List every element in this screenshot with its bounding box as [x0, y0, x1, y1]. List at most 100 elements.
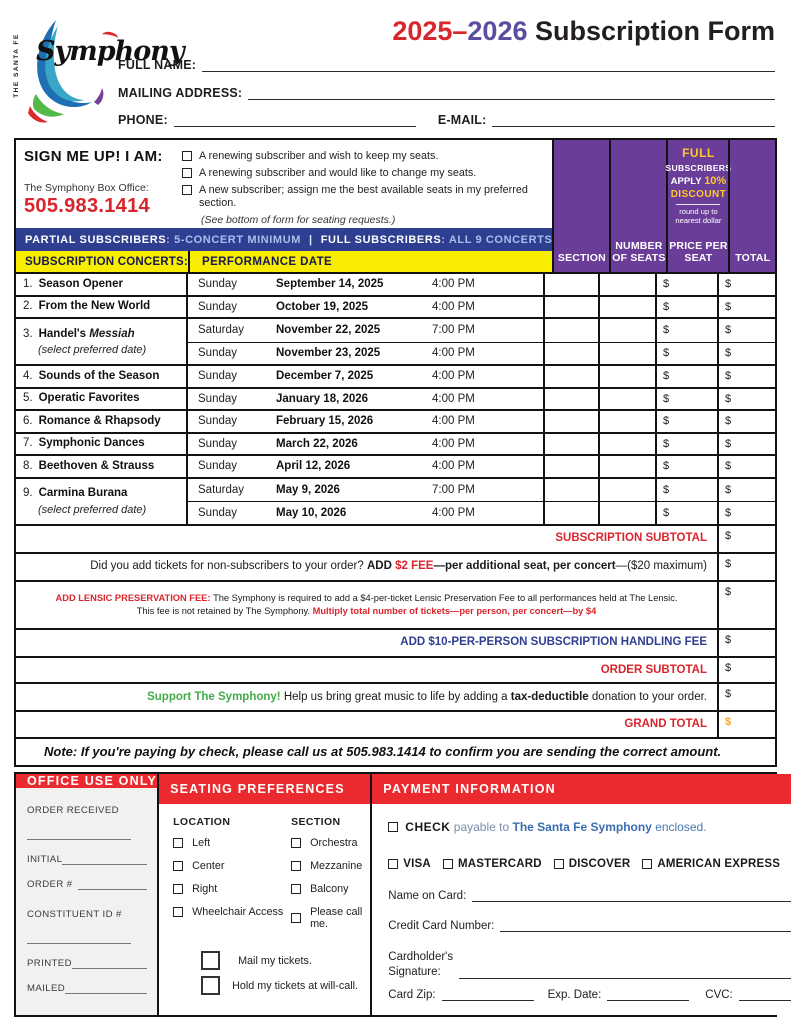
order-subtotal-amount[interactable]: $: [717, 657, 775, 683]
credit-card-number-field: Credit Card Number:: [388, 920, 791, 933]
section-input-cell[interactable]: [543, 456, 598, 477]
checkbox-left[interactable]: [173, 838, 184, 849]
concert-title-cell: 6. Romance & Rhapsody: [16, 411, 188, 432]
checkbox-visa[interactable]: [388, 859, 399, 870]
total-input-cell[interactable]: $: [717, 411, 775, 432]
order-received-input[interactable]: [27, 830, 131, 841]
price-input-cell[interactable]: $: [655, 456, 717, 477]
seats-input-cell[interactable]: [598, 388, 655, 409]
checkbox-please-call-me[interactable]: [291, 913, 302, 924]
price-input-cell[interactable]: $: [655, 388, 717, 409]
card-zip-input[interactable]: [441, 989, 534, 1002]
initial-input[interactable]: [62, 855, 148, 866]
section-input-cell[interactable]: [543, 502, 598, 524]
box-office-label: The Symphony Box Office:: [24, 182, 149, 194]
price-input-cell[interactable]: $: [655, 411, 717, 432]
email-input[interactable]: [492, 113, 775, 127]
nonsubscriber-fee-amount[interactable]: $: [717, 553, 775, 580]
checkbox-orchestra[interactable]: [291, 838, 302, 849]
total-input-cell[interactable]: $: [717, 502, 775, 524]
seats-input-cell[interactable]: [598, 319, 655, 342]
order-number-field: ORDER #: [27, 879, 148, 891]
section-input-cell[interactable]: [543, 388, 598, 409]
section-input-cell[interactable]: [543, 366, 598, 387]
checkbox-right[interactable]: [173, 884, 184, 895]
total-input-cell[interactable]: $: [717, 319, 775, 342]
seats-input-cell[interactable]: [598, 366, 655, 387]
handling-fee-label: ADD $10-PER-PERSON SUBSCRIPTION HANDLING…: [400, 636, 707, 649]
credit-card-number-input[interactable]: [500, 920, 791, 933]
total-input-cell[interactable]: $: [717, 388, 775, 409]
total-input-cell[interactable]: $: [717, 366, 775, 387]
price-input-cell[interactable]: $: [655, 433, 717, 454]
seats-input-cell[interactable]: [598, 478, 655, 501]
price-input-cell[interactable]: $: [655, 296, 717, 317]
seats-input-cell[interactable]: [598, 433, 655, 454]
section-input-cell[interactable]: [543, 342, 598, 364]
subscription-subtotal-amount[interactable]: $: [717, 525, 775, 552]
checkbox-will-call[interactable]: [201, 976, 221, 996]
section-input-cell[interactable]: [543, 478, 598, 501]
price-input-cell[interactable]: $: [655, 342, 717, 364]
price-input-cell[interactable]: $: [655, 478, 717, 501]
total-input-cell[interactable]: $: [717, 478, 775, 501]
checkbox-mail-tickets[interactable]: [201, 951, 221, 971]
section-input-cell[interactable]: [543, 433, 598, 454]
handling-fee-amount[interactable]: $: [717, 629, 775, 656]
total-input-cell[interactable]: $: [717, 456, 775, 477]
section-input-cell[interactable]: [543, 274, 598, 295]
name-on-card-input[interactable]: [472, 890, 791, 903]
price-input-cell[interactable]: $: [655, 274, 717, 295]
checkbox-mastercard[interactable]: [442, 859, 453, 870]
total-input-cell[interactable]: $: [717, 342, 775, 364]
checkbox-new-subscriber[interactable]: [182, 184, 192, 195]
contact-fields: FULL NAME: MAILING ADDRESS: PHONE: E-MAI…: [118, 58, 775, 141]
seats-input-cell[interactable]: [598, 274, 655, 295]
checkbox-renewing-change-seats[interactable]: [182, 167, 192, 178]
checkbox-check-payment[interactable]: [388, 822, 399, 833]
section-input-cell[interactable]: [543, 296, 598, 317]
full-name-input[interactable]: [202, 58, 775, 72]
seats-input-cell[interactable]: [598, 342, 655, 364]
credit-card-number-label: Credit Card Number:: [388, 920, 495, 933]
seats-input-cell[interactable]: [598, 411, 655, 432]
performance-time: 4:00 PM: [432, 415, 475, 428]
section-input-cell[interactable]: [543, 319, 598, 342]
bar-separator: |: [309, 233, 313, 246]
section-input-cell[interactable]: [543, 411, 598, 432]
grand-total-amount[interactable]: $: [717, 712, 775, 738]
price-input-cell[interactable]: $: [655, 319, 717, 342]
mailed-input[interactable]: [65, 984, 148, 995]
checkbox-balcony[interactable]: [291, 884, 302, 895]
performance-time: 4:00 PM: [432, 300, 475, 313]
card-option: MASTERCARD: [442, 858, 542, 870]
performance-date: March 22, 2026: [276, 437, 358, 450]
printed-input[interactable]: [71, 959, 148, 970]
constituent-id-input[interactable]: [27, 934, 131, 945]
seats-input-cell[interactable]: [598, 456, 655, 477]
checkbox-discover[interactable]: [553, 859, 564, 870]
cvc-input[interactable]: [738, 989, 791, 1002]
seats-input-cell[interactable]: [598, 296, 655, 317]
checkbox-amex[interactable]: [642, 859, 653, 870]
price-input-cell[interactable]: $: [655, 502, 717, 524]
subscriber-option-row: A renewing subscriber and wish to keep m…: [182, 150, 546, 163]
total-input-cell[interactable]: $: [717, 433, 775, 454]
subscriber-option-row: A renewing subscriber and would like to …: [182, 167, 546, 180]
order-number-input[interactable]: [78, 880, 148, 891]
donation-amount[interactable]: $: [717, 684, 775, 711]
phone-input[interactable]: [173, 113, 416, 127]
checkbox-renewing-keep-seats[interactable]: [182, 151, 192, 161]
total-input-cell[interactable]: $: [717, 274, 775, 295]
signature-input[interactable]: [459, 967, 791, 980]
seats-input-cell[interactable]: [598, 502, 655, 524]
checkbox-mezzanine[interactable]: [291, 861, 302, 872]
total-input-cell[interactable]: $: [717, 296, 775, 317]
checkbox-wheelchair-access[interactable]: [173, 907, 184, 918]
lensic-fee-amount[interactable]: $: [717, 581, 775, 628]
exp-date-input[interactable]: [607, 989, 690, 1002]
price-input-cell[interactable]: $: [655, 366, 717, 387]
mailing-address-input[interactable]: [248, 86, 775, 100]
performance-day: Sunday: [198, 460, 238, 473]
checkbox-center[interactable]: [173, 861, 184, 872]
